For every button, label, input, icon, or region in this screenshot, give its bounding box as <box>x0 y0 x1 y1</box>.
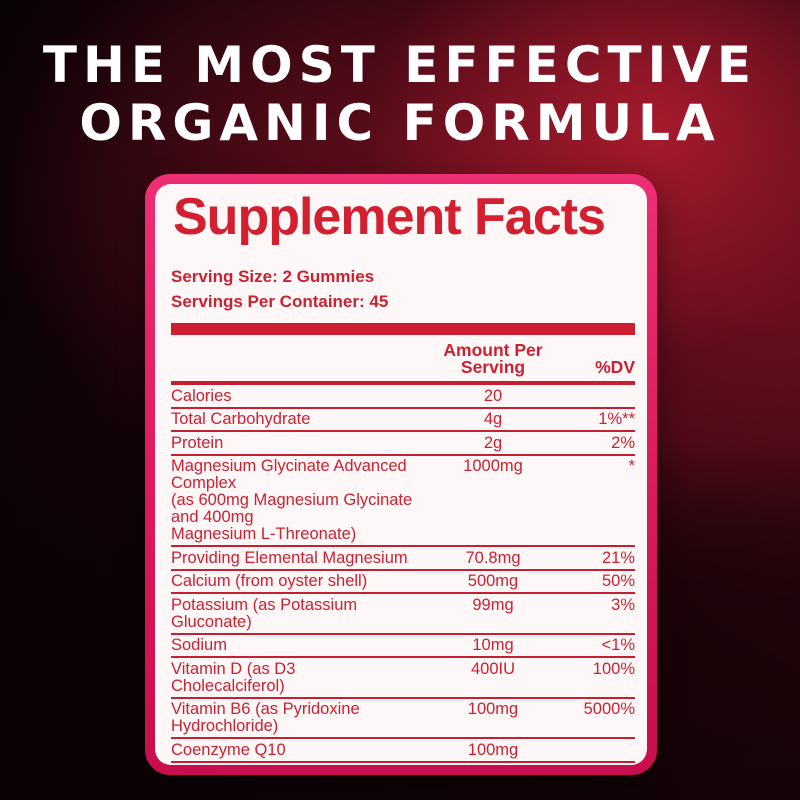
table-row-calories: Calories 20 <box>171 385 635 409</box>
table-row-elemental-magnesium: Providing Elemental Magnesium 70.8mg 21% <box>171 547 635 571</box>
table-header-row: Amount Per Serving %DV <box>171 335 635 385</box>
nutrient-label: Calcium (from oyster shell) <box>171 572 368 590</box>
supplement-facts-panel: Supplement Facts Serving Size: 2 Gummies… <box>145 174 657 775</box>
amount-column-header: Amount Per Serving <box>443 340 543 377</box>
headline-line-1: THE MOST EFFECTIVE <box>42 36 758 94</box>
nutrient-label: Calories <box>171 386 232 405</box>
table-row-black-pepper: Black Pepper 100mg <box>171 763 635 766</box>
nutrient-amount: 99mg <box>472 595 514 614</box>
nutrient-label: Potassium (as Potassium Gluconate) <box>171 595 358 631</box>
supplement-facts-card: Supplement Facts Serving Size: 2 Gummies… <box>155 184 647 765</box>
nutrient-label: Magnesium Glycinate Advanced Complex (as… <box>171 457 413 543</box>
nutrient-dv: 5000% <box>583 700 635 718</box>
nutrient-dv: 50% <box>601 572 635 590</box>
nutrient-label: Vitamin B6 (as Pyridoxine Hydrochloride) <box>171 700 360 735</box>
table-row-potassium: Potassium (as Potassium Gluconate) 99mg … <box>171 594 635 635</box>
nutrient-amount: 10mg <box>472 636 514 654</box>
nutrient-label: Vitamin D (as D3 Cholecalciferol) <box>171 659 296 695</box>
table-row-coenzyme-q10: Coenzyme Q10 100mg <box>171 739 635 763</box>
headline-line-2: ORGANIC FORMULA <box>79 94 721 152</box>
dv-column-header: %DV <box>595 357 635 377</box>
servings-per-container: Servings Per Container: 45 <box>171 292 389 311</box>
serving-size: Serving Size: 2 Gummies <box>171 267 375 286</box>
nutrient-label: Total Carbohydrate <box>171 410 311 428</box>
nutrient-dv: 2% <box>611 433 635 452</box>
nutrient-dv: 21% <box>601 548 635 567</box>
table-row-vitamin-b6: Vitamin B6 (as Pyridoxine Hydrochloride)… <box>171 699 635 739</box>
nutrient-amount: 100mg <box>467 740 519 759</box>
nutrient-dv: 100% <box>592 659 635 678</box>
nutrient-amount: 400IU <box>470 659 516 678</box>
table-row-total-carbohydrate: Total Carbohydrate 4g 1%** <box>171 409 635 432</box>
table-row-calcium: Calcium (from oyster shell) 500mg 50% <box>171 571 635 594</box>
table-row-vitamin-d: Vitamin D (as D3 Cholecalciferol) 400IU … <box>171 658 635 699</box>
nutrient-label: Providing Elemental Magnesium <box>171 548 408 567</box>
nutrient-amount: 100mg <box>467 700 519 718</box>
nutrient-dv: <1% <box>601 636 635 654</box>
nutrient-dv: * <box>628 457 635 475</box>
table-row-magnesium-complex: Magnesium Glycinate Advanced Complex (as… <box>171 456 635 547</box>
headline: THE MOST EFFECTIVE ORGANIC FORMULA <box>0 36 800 152</box>
nutrient-amount: 70.8mg <box>465 548 521 567</box>
nutrient-amount: 2g <box>483 433 503 452</box>
nutrient-amount: 4g <box>483 410 503 428</box>
nutrient-dv: 3% <box>611 595 635 614</box>
table-row-sodium: Sodium 10mg <1% <box>171 635 635 658</box>
panel-title: Supplement Facts <box>173 188 606 246</box>
nutrient-amount: 20 <box>483 386 503 405</box>
nutrient-dv: 1%** <box>598 410 635 428</box>
nutrient-label: Sodium <box>171 636 227 654</box>
nutrient-amount: 500mg <box>467 572 519 590</box>
table-row-protein: Protein 2g 2% <box>171 432 635 456</box>
nutrient-label: Protein <box>171 433 224 452</box>
nutrient-amount: 1000mg <box>463 457 523 475</box>
nutrient-label: Coenzyme Q10 <box>171 740 286 759</box>
divider-bar-top <box>171 323 635 335</box>
